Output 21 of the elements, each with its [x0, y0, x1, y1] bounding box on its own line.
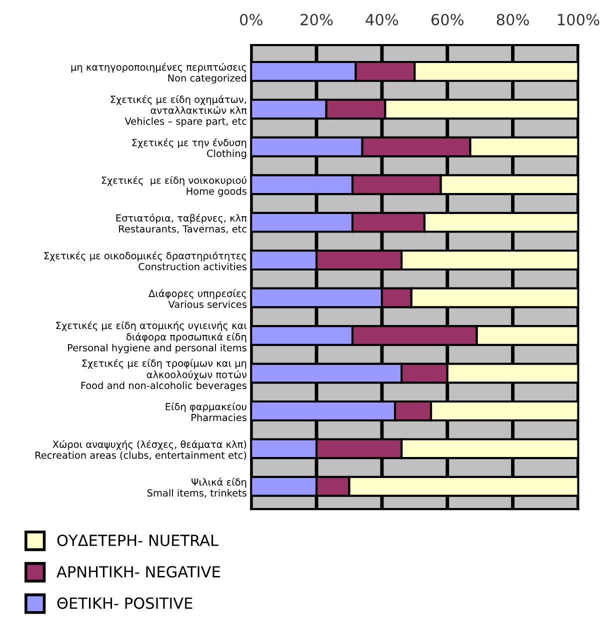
y-tick-label: Σχετικές με είδη νοικοκυριού Home goods: [102, 176, 246, 197]
legend-label: ΟΥΔΕΤΕΡΗ- NUETRAL: [57, 534, 218, 546]
y-tick-label: Σχετικές με οικοδομικές δραστηριότητες Construction activities: [44, 251, 246, 270]
x-tick-label: 40%: [366, 14, 398, 26]
legend-label: ΘΕΤΙΚΗ- POSITIVE: [57, 597, 192, 609]
y-tick-label: Σχετικές με την ένδυση Clothing: [132, 138, 246, 159]
y-tick-label: μη κατηγοροποιημένες περιπτώσεις Non categorized: [71, 62, 246, 84]
x-tick-label: 0%: [240, 14, 262, 26]
y-tick-label: Ψιλικά είδη Small items, trinkets: [147, 478, 246, 498]
legend-label: ΑΡΝΗΤΙΚΗ- NEGATIVE: [56, 566, 220, 578]
y-tick-label: Είδη φαρμακείου Pharmacies: [166, 402, 246, 422]
x-tick-label: 100%: [558, 14, 600, 26]
x-tick-label: 60%: [431, 14, 464, 26]
x-tick-label: 20%: [300, 14, 333, 26]
x-tick-label: 80%: [496, 14, 529, 26]
y-tick-label: Εστιατόρια, ταβέρνες, κλπ Restaurants, Tavernas, etc: [116, 214, 247, 234]
y-tick-label: Σχετικές με είδη ατομικής υγιεινής και διάφορα προσωπικά είδη Personal hygiene and personal items: [56, 321, 247, 354]
y-tick-label: Χώροι αναψυχής (λέσχες, θεάματα κλπ) Recreation areas (clubs, entertainment etc): [36, 440, 246, 460]
y-tick-label: Διάφορες υπηρεσίες Various services: [148, 289, 246, 308]
y-tick-label: Σχετικές με είδη τροφίμων και μη αλκοολούχων ποτών Food and non-alcoholic beverages: [81, 358, 246, 392]
y-tick-label: Σχετικές με είδη οχημάτων, ανταλλακτικών κλπ Vehicles – spare part, etc: [110, 95, 247, 127]
